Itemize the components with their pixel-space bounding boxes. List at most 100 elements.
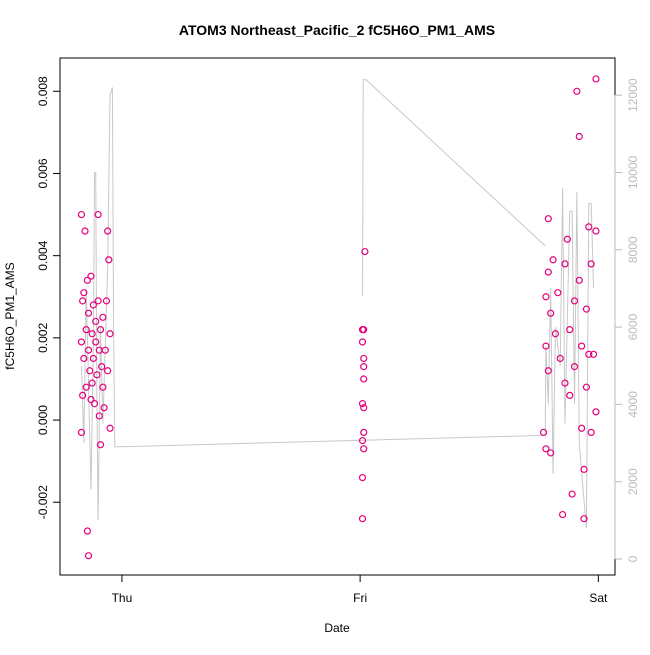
point [95, 412, 103, 420]
point [106, 330, 114, 338]
y2-tick-label: 12000 [626, 78, 640, 112]
point [587, 428, 595, 436]
point [360, 354, 368, 363]
point [77, 428, 86, 436]
point [582, 383, 591, 391]
line [362, 79, 546, 297]
y2-tick-label: 0 [626, 555, 640, 562]
point [539, 428, 548, 436]
x-axis-label: Date [324, 621, 350, 635]
point [575, 132, 583, 141]
point [84, 309, 93, 317]
point [84, 346, 93, 354]
point [580, 515, 588, 523]
point [84, 552, 93, 560]
y2-tick-label: 6000 [626, 313, 640, 340]
point [92, 317, 100, 326]
point [542, 293, 550, 301]
point [358, 400, 367, 408]
point [573, 87, 581, 95]
point [100, 404, 108, 412]
point [549, 256, 557, 264]
point [554, 289, 562, 297]
point [360, 404, 368, 412]
point [89, 354, 97, 363]
point [570, 297, 579, 305]
point [82, 326, 90, 334]
point [592, 227, 600, 235]
point [77, 210, 86, 219]
point [101, 346, 109, 354]
y2-tick-label: 2000 [626, 468, 640, 495]
point [80, 354, 88, 363]
point [81, 227, 89, 235]
y-axis-label: fC5H6O_PM1_AMS [3, 262, 17, 369]
point [547, 449, 555, 457]
point [544, 268, 552, 276]
point [82, 383, 90, 391]
point [561, 379, 569, 387]
point [551, 330, 560, 338]
y-tick-label: 0.008 [36, 76, 50, 106]
point [93, 371, 101, 379]
x-tick-label: Sat [589, 591, 608, 605]
x-tick-label: Thu [112, 591, 133, 605]
point [102, 297, 111, 305]
y-tick-label: 0.006 [36, 158, 50, 188]
point [542, 445, 550, 453]
point [96, 326, 105, 334]
point [94, 297, 102, 305]
point [80, 289, 88, 297]
point [96, 441, 105, 449]
point [361, 247, 369, 256]
point [83, 527, 91, 535]
point [358, 437, 367, 445]
point [104, 227, 112, 235]
point [585, 223, 593, 231]
point [544, 215, 552, 223]
point [578, 424, 586, 432]
point [568, 490, 576, 498]
point [578, 342, 586, 350]
point [89, 301, 97, 309]
point [88, 330, 96, 338]
chart-title: ATOM3 Northeast_Pacific_2 fC5H6O_PM1_AMS [179, 22, 495, 38]
point [542, 342, 550, 350]
y-tick-label: 0.002 [36, 323, 50, 353]
point [88, 379, 96, 387]
point [360, 363, 368, 371]
point [90, 400, 99, 408]
point [566, 391, 574, 400]
point [587, 260, 595, 268]
line [80, 87, 595, 529]
point [589, 350, 598, 358]
y-tick-label: -0.002 [36, 485, 50, 519]
y-tick-label: 0.004 [36, 240, 50, 270]
point [570, 363, 579, 371]
point [106, 424, 114, 432]
point [99, 313, 107, 321]
point [566, 326, 574, 334]
point [358, 474, 367, 482]
y2-tick-label: 8000 [626, 236, 640, 263]
y2-tick-label: 10000 [626, 155, 640, 189]
point [360, 326, 368, 334]
point [561, 260, 569, 268]
point [87, 395, 95, 404]
point [575, 276, 583, 284]
point [79, 391, 87, 400]
point [592, 75, 600, 83]
point [547, 309, 555, 317]
point [98, 363, 106, 371]
point [83, 276, 91, 284]
point [360, 445, 368, 453]
point [105, 256, 113, 264]
point [360, 375, 368, 383]
point [79, 297, 87, 305]
y2-tick-label: 4000 [626, 391, 640, 418]
point [86, 367, 94, 375]
point [358, 338, 367, 346]
point [104, 367, 112, 375]
